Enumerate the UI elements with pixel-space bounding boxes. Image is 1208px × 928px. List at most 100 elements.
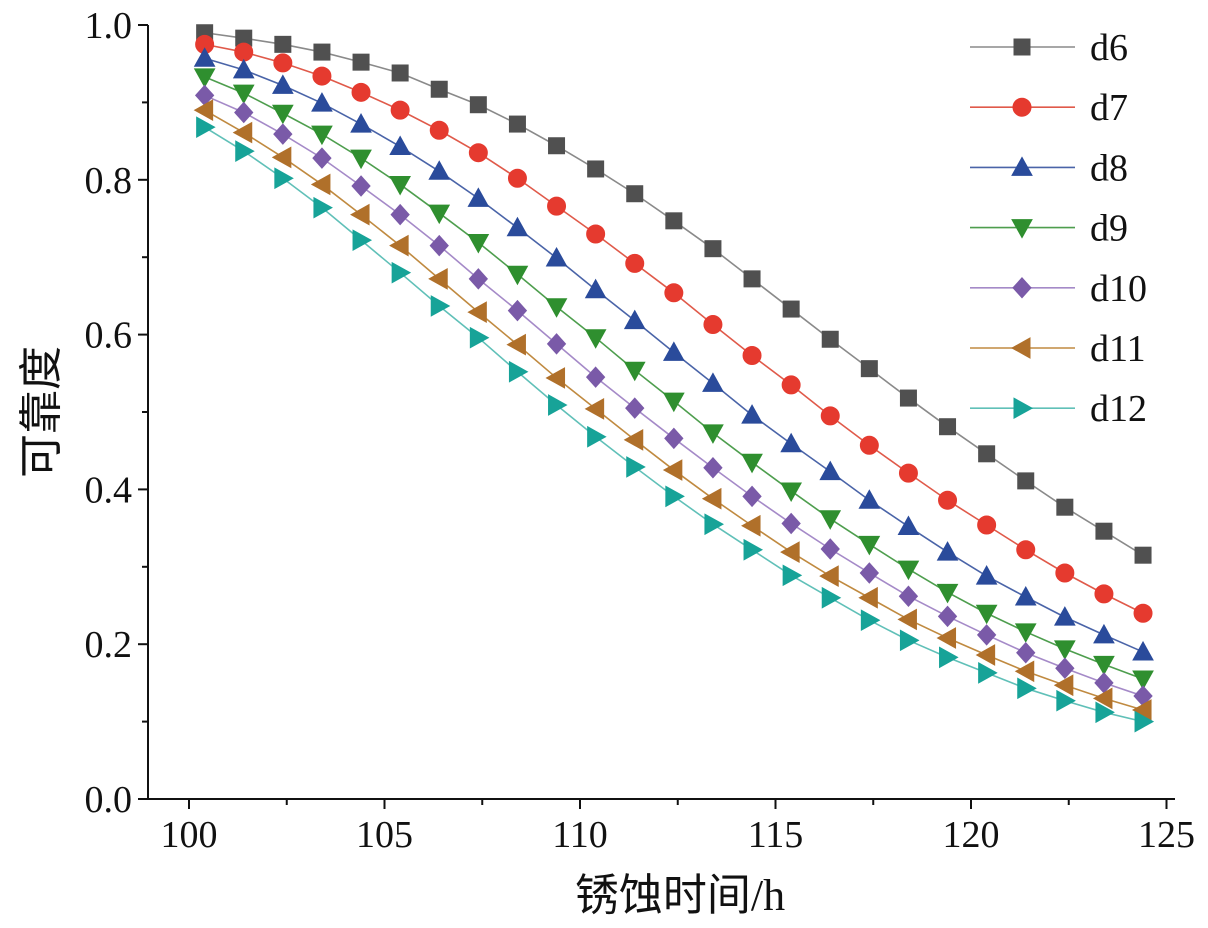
data-point-d6 [508,115,526,133]
y-axis-label: 可靠度 [17,346,66,478]
data-point-d10 [312,147,332,169]
data-point-d6 [1095,522,1113,540]
data-point-d6 [469,96,487,114]
data-point-d10 [507,299,528,322]
data-point-d12 [821,586,842,609]
data-point-d7 [1094,584,1114,604]
data-point-d9 [741,453,763,474]
data-point-d10 [820,538,840,560]
series-d12 [196,116,1155,733]
data-point-d9 [428,204,451,225]
data-point-d10 [937,605,958,628]
data-point-d7 [781,375,801,395]
data-point-d12 [235,140,255,163]
data-point-d6 [978,445,996,463]
data-point-d7 [859,435,879,455]
data-point-d8 [780,432,802,453]
data-point-d12 [743,538,764,561]
data-point-d8 [858,489,881,509]
data-point-d11 [701,487,722,510]
data-point-d6 [665,212,683,230]
plot-area [193,24,1155,733]
data-point-d8 [897,515,920,536]
data-point-d6 [899,389,917,407]
y-tick-label: 0.4 [85,469,133,511]
data-point-d8 [741,404,763,424]
series-d7 [195,34,1153,623]
series-d6 [196,24,1152,564]
data-point-d8 [428,160,451,180]
legend-label: d11 [1090,328,1146,370]
data-point-d9 [897,560,920,581]
data-point-d8 [1132,640,1154,661]
data-point-d11 [1014,660,1035,683]
x-tick-label: 100 [161,814,218,856]
data-point-d12 [508,360,529,383]
data-point-d10 [703,456,723,479]
x-tick-label: 105 [356,814,413,856]
data-point-d10 [546,333,567,355]
data-point-d8 [389,135,411,156]
data-point-d7 [742,345,762,365]
data-point-d7 [820,406,840,426]
legend-label: d8 [1090,147,1128,189]
data-point-d9 [1093,655,1115,676]
data-point-d6 [1134,546,1152,564]
data-point-d7 [703,315,723,335]
legend: d6 d7 d8 d9 d10 d11 d12 [970,27,1147,430]
legend-item-d11: d11 [970,328,1146,370]
legend-marker-triangle-left-icon [1010,337,1031,359]
legend-label: d7 [1090,87,1128,129]
data-point-d10 [234,101,254,124]
data-point-d8 [623,309,646,330]
data-point-d6 [743,270,761,288]
data-point-d6 [430,80,448,98]
data-point-d11 [741,514,761,537]
data-point-d12 [430,295,451,317]
data-point-d12 [1056,689,1076,712]
data-point-d12 [548,394,568,416]
data-point-d9 [1014,623,1037,643]
data-point-d12 [1017,677,1037,700]
data-point-d10 [273,123,293,145]
axes: 100 105 110 115 120 125 0.0 0.2 0.4 0.6 0.8 1.0 [85,5,1196,856]
x-tick-label: 125 [1138,814,1195,856]
data-point-d11 [310,173,331,196]
data-point-d10 [429,234,449,257]
data-point-d7 [390,100,410,120]
data-point-d10 [898,585,919,607]
data-point-d9 [623,361,646,382]
data-point-d9 [545,298,568,318]
data-point-d9 [1132,670,1154,691]
data-point-d11 [1053,674,1074,697]
data-point-d11 [545,367,566,389]
data-point-d6 [782,300,800,318]
data-point-d7 [468,143,488,163]
data-point-d6 [587,160,605,178]
y-tick-label: 1.0 [85,5,133,47]
data-point-d6 [548,137,566,155]
data-point-d7 [938,490,958,510]
data-point-d10 [585,366,606,388]
data-point-d10 [625,397,645,419]
data-point-d9 [311,125,333,146]
data-point-d6 [391,64,409,82]
data-point-d6 [860,360,878,378]
data-point-d7 [1016,540,1036,560]
data-point-d12 [587,425,607,448]
data-point-d8 [1014,585,1037,606]
x-tick-label: 110 [552,814,608,856]
x-tick-label: 120 [943,814,1000,856]
data-point-d12 [704,513,724,536]
data-point-d9 [232,84,255,105]
data-point-d7 [547,196,567,216]
legend-item-d8: d8 [970,147,1128,189]
legend-item-d12: d12 [970,388,1147,430]
data-point-d10 [859,562,880,584]
data-point-d8 [819,460,842,481]
data-point-d11 [193,99,214,121]
data-point-d11 [350,203,370,226]
data-point-d6 [1017,472,1035,490]
legend-marker-triangle-right-icon [1013,397,1034,420]
legend-item-d10: d10 [970,268,1147,310]
